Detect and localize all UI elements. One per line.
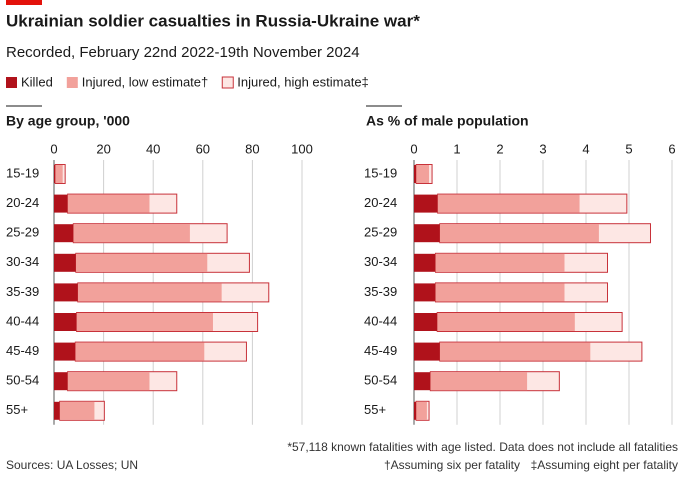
x-tick-label: 5 xyxy=(625,141,632,156)
bar-killed xyxy=(414,372,431,391)
x-tick-label: 100 xyxy=(291,141,313,156)
bar-low xyxy=(437,194,580,213)
x-tick-label: 1 xyxy=(453,141,460,156)
y-tick-label: 15-19 xyxy=(364,165,397,180)
bar-low xyxy=(439,224,599,243)
footnote: *57,118 known fatalities with age listed… xyxy=(287,440,678,454)
bar-low xyxy=(430,372,528,391)
bar-low xyxy=(75,342,205,361)
bar-low xyxy=(67,372,150,391)
bar-killed xyxy=(54,165,56,183)
bar-killed xyxy=(54,313,77,331)
bar-killed xyxy=(414,342,440,361)
x-tick-label: 80 xyxy=(245,141,259,156)
footnote: †Assuming six per fatality xyxy=(384,458,520,472)
y-tick-label: 25-29 xyxy=(6,225,39,240)
bar-killed xyxy=(54,224,74,243)
chart-subtitle: Recorded, February 22nd 2022-19th Novemb… xyxy=(6,44,360,61)
y-tick-label: 30-34 xyxy=(364,254,397,269)
legend-label: Killed xyxy=(21,74,53,89)
legend-swatch xyxy=(66,77,78,88)
bar-low xyxy=(76,313,213,331)
bar-killed xyxy=(414,283,436,302)
y-tick-label: 35-39 xyxy=(364,284,397,299)
y-tick-label: 40-44 xyxy=(6,313,39,328)
bar-low xyxy=(437,313,575,331)
footnote: ‡Assuming eight per fatality xyxy=(531,458,678,472)
source: Sources: UA Losses; UN xyxy=(6,458,138,472)
x-tick-label: 20 xyxy=(96,141,110,156)
bar-killed xyxy=(414,165,417,183)
x-tick-label: 40 xyxy=(146,141,160,156)
panel-title: By age group, '000 xyxy=(6,113,130,129)
legend-swatch xyxy=(221,76,234,89)
bar-low xyxy=(435,283,565,302)
panel-title: As % of male population xyxy=(366,113,529,129)
x-tick-label: 4 xyxy=(582,141,589,156)
bar-killed xyxy=(414,194,438,213)
bar-low xyxy=(67,194,150,213)
bar-low xyxy=(75,253,208,272)
y-tick-label: 45-49 xyxy=(364,343,397,358)
bar-killed xyxy=(54,194,68,213)
chart-title: Ukrainian soldier casualties in Russia-U… xyxy=(6,11,420,30)
x-tick-label: 0 xyxy=(50,141,57,156)
x-tick-label: 0 xyxy=(410,141,417,156)
y-tick-label: 50-54 xyxy=(6,373,39,388)
bar-low xyxy=(439,342,591,361)
y-tick-label: 30-34 xyxy=(6,254,39,269)
legend-label: Injured, high estimate‡ xyxy=(237,74,369,89)
x-tick-label: 3 xyxy=(539,141,546,156)
y-tick-label: 55+ xyxy=(364,402,386,417)
y-tick-label: 35-39 xyxy=(6,284,39,299)
bar-low xyxy=(77,283,222,302)
bar-low xyxy=(416,401,427,420)
bar-low xyxy=(73,224,190,243)
y-tick-label: 50-54 xyxy=(364,373,397,388)
x-tick-label: 6 xyxy=(668,141,675,156)
x-tick-label: 2 xyxy=(496,141,503,156)
bar-killed xyxy=(414,401,417,420)
y-tick-label: 15-19 xyxy=(6,165,39,180)
bar-killed xyxy=(414,253,436,272)
y-tick-label: 55+ xyxy=(6,402,28,417)
y-tick-label: 20-24 xyxy=(364,195,397,210)
y-tick-label: 25-29 xyxy=(364,225,397,240)
bar-killed xyxy=(414,224,440,243)
bar-low xyxy=(416,165,430,183)
y-tick-label: 40-44 xyxy=(364,313,397,328)
bar-killed xyxy=(414,313,438,331)
bar-killed xyxy=(54,401,60,420)
y-tick-label: 45-49 xyxy=(6,343,39,358)
x-tick-label: 60 xyxy=(196,141,210,156)
brand-bar xyxy=(6,0,42,5)
bar-killed xyxy=(54,283,78,302)
y-tick-label: 20-24 xyxy=(6,195,39,210)
bar-low xyxy=(435,253,565,272)
bar-killed xyxy=(54,342,76,361)
bar-killed xyxy=(54,372,68,391)
legend-swatch xyxy=(6,77,17,88)
bar-killed xyxy=(54,253,76,272)
bar-low xyxy=(59,401,95,420)
bar-low xyxy=(55,165,63,183)
legend-label: Injured, low estimate† xyxy=(82,74,208,89)
